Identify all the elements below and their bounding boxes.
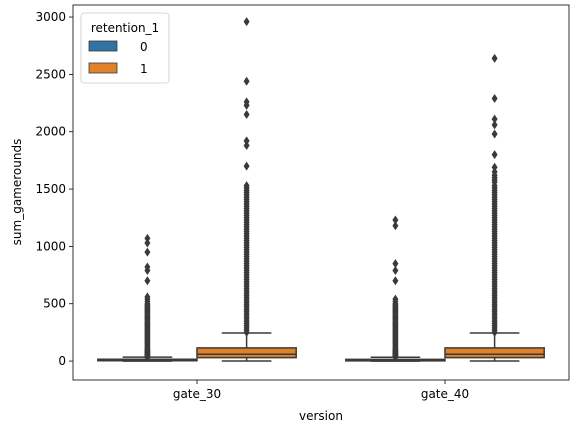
outlier-point (144, 292, 151, 302)
outlier-point (491, 150, 498, 160)
outlier-point (392, 276, 399, 286)
box-body (196, 347, 297, 359)
box-gate_40-retention-0 (345, 215, 446, 362)
outlier-point (243, 97, 250, 107)
y-tick-label: 2000 (35, 125, 66, 139)
plot-frame (72, 4, 570, 381)
outlier-point (243, 181, 250, 191)
legend-label-1: 1 (140, 62, 148, 76)
outlier-point (392, 265, 399, 275)
outlier-point (243, 76, 250, 86)
box-gate_30-retention-0 (97, 233, 198, 362)
outlier-point (491, 93, 498, 103)
x-axis-label: version (299, 409, 343, 423)
box-gate_40-retention-1 (444, 53, 545, 362)
outlier-point (491, 162, 498, 172)
y-axis-label: sum_gamerounds (10, 139, 24, 246)
box-body (444, 347, 545, 359)
outlier-point (243, 110, 250, 120)
outlier-point (144, 276, 151, 286)
legend-swatch-0 (88, 40, 118, 52)
outlier-point (491, 167, 498, 177)
outlier-point (144, 238, 151, 248)
box-gate_30-retention-1 (196, 17, 297, 362)
y-tick-label: 2500 (35, 67, 66, 81)
outlier-point (491, 120, 498, 130)
outlier-point (243, 17, 250, 27)
outlier-point (243, 140, 250, 150)
y-tick-label: 0 (58, 354, 66, 368)
x-axis-ticks: gate_30 gate_40 (173, 380, 469, 401)
y-tick-label: 1500 (35, 182, 66, 196)
y-axis-ticks: 0 500 1000 1500 2000 2500 3000 (35, 10, 73, 368)
outlier-point (243, 136, 250, 146)
y-tick-label: 1000 (35, 239, 66, 253)
outlier-point (392, 215, 399, 225)
legend-label-0: 0 (140, 40, 148, 54)
legend-swatch-1 (88, 62, 118, 74)
outlier-point (392, 259, 399, 269)
legend-title: retention_1 (91, 21, 159, 35)
outlier-point (392, 294, 399, 304)
x-tick-label: gate_40 (421, 387, 469, 401)
outlier-point (491, 129, 498, 139)
y-tick-label: 500 (43, 297, 66, 311)
outlier-point (144, 233, 151, 243)
outlier-point (144, 247, 151, 257)
outlier-point (243, 161, 250, 171)
outlier-point (144, 262, 151, 272)
outlier-point (491, 53, 498, 63)
y-tick-label: 3000 (35, 10, 66, 24)
boxplot-marks (97, 17, 545, 362)
outlier-point (392, 221, 399, 231)
legend: retention_1 0 1 (80, 12, 170, 84)
x-tick-label: gate_30 (173, 387, 221, 401)
outlier-point (491, 114, 498, 124)
